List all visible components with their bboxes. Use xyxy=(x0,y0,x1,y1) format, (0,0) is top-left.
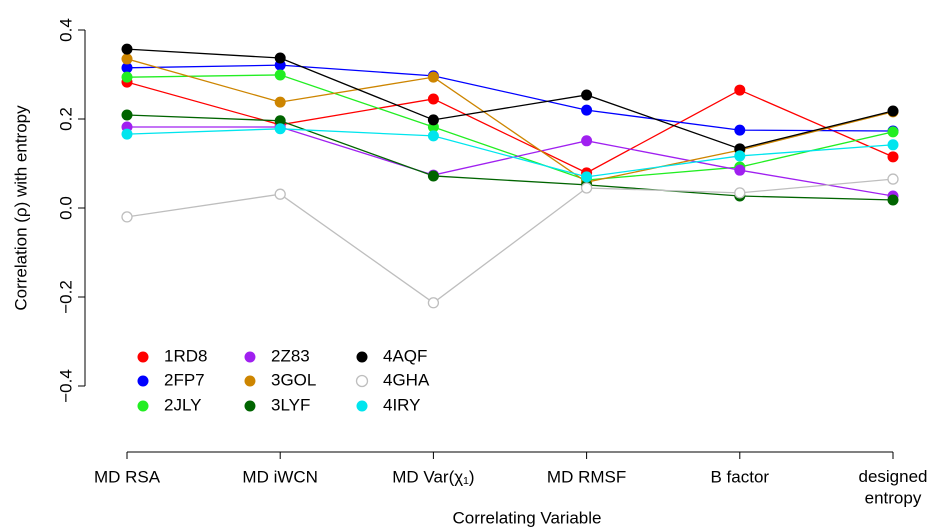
legend-label: 4IRY xyxy=(383,395,421,414)
x-tick-label: MD iWCN xyxy=(242,467,318,486)
data-point xyxy=(274,188,286,200)
data-point xyxy=(427,130,439,142)
legend-marker xyxy=(137,375,149,387)
data-point xyxy=(581,89,593,101)
data-point xyxy=(734,164,746,176)
series-line xyxy=(126,74,894,181)
data-point xyxy=(887,139,899,151)
data-point xyxy=(427,71,439,83)
data-point xyxy=(734,150,746,162)
series-line xyxy=(126,64,894,132)
data-point xyxy=(274,52,286,64)
data-point xyxy=(887,105,899,117)
data-point xyxy=(121,43,133,55)
legend-marker xyxy=(244,351,256,363)
legend-label: 3GOL xyxy=(271,370,316,389)
legend-marker xyxy=(356,400,368,412)
legend-label: 4AQF xyxy=(383,346,427,365)
legend-marker xyxy=(137,400,149,412)
data-point xyxy=(887,173,899,185)
data-point xyxy=(581,135,593,147)
x-tick-label: designed entropy xyxy=(858,467,927,507)
data-point xyxy=(121,211,133,223)
data-point xyxy=(427,297,440,309)
data-point xyxy=(887,126,899,138)
series-line xyxy=(126,128,894,178)
y-tick-label: 0.2 xyxy=(56,107,75,131)
x-tick-label: MD Var(χ₁) xyxy=(392,467,474,486)
series-line xyxy=(126,114,894,201)
series-line xyxy=(126,58,894,183)
data-point xyxy=(887,151,899,163)
series-line xyxy=(126,48,894,150)
data-point xyxy=(121,128,133,140)
legend-marker xyxy=(356,351,368,363)
data-point xyxy=(887,194,899,206)
x-axis-title: Correlating Variable xyxy=(453,508,602,527)
y-tick-label: 0.4 xyxy=(56,18,75,42)
legend-label: 3LYF xyxy=(271,395,310,414)
data-point xyxy=(734,124,746,136)
series-line xyxy=(126,178,894,304)
legend-label: 1RD8 xyxy=(164,346,207,365)
y-axis-title: Correlation (ρ) with entropy xyxy=(11,105,30,311)
data-point xyxy=(121,109,133,121)
legend-marker xyxy=(244,400,256,412)
legend-label: 2Z83 xyxy=(271,346,310,365)
legend-label: 4GHA xyxy=(383,370,430,389)
x-tick-label: MD RSA xyxy=(94,467,161,486)
y-tick-label: 0.0 xyxy=(56,196,75,220)
data-point xyxy=(274,96,286,108)
data-point xyxy=(121,53,133,65)
series-line xyxy=(127,126,894,197)
series-line xyxy=(126,81,894,174)
data-point xyxy=(734,187,746,199)
x-tick-label: B factor xyxy=(711,467,770,486)
data-point xyxy=(274,115,286,127)
data-point xyxy=(427,170,439,182)
data-point xyxy=(274,69,286,81)
data-point xyxy=(581,171,593,183)
data-point xyxy=(121,62,133,74)
data-point xyxy=(427,114,439,126)
legend-label: 2FP7 xyxy=(164,370,205,389)
y-tick-label: −0.2 xyxy=(56,280,75,314)
legend-label: 2JLY xyxy=(164,395,202,414)
data-point xyxy=(274,123,286,135)
data-point xyxy=(580,182,593,194)
legend-marker xyxy=(355,374,369,388)
legend-marker xyxy=(244,375,256,387)
legend-marker xyxy=(137,351,149,363)
data-point xyxy=(581,104,593,116)
data-point xyxy=(427,93,439,105)
data-point xyxy=(121,71,133,83)
data-point xyxy=(734,84,746,96)
y-tick-label: −0.4 xyxy=(56,369,75,403)
x-tick-label: MD RMSF xyxy=(547,467,626,486)
